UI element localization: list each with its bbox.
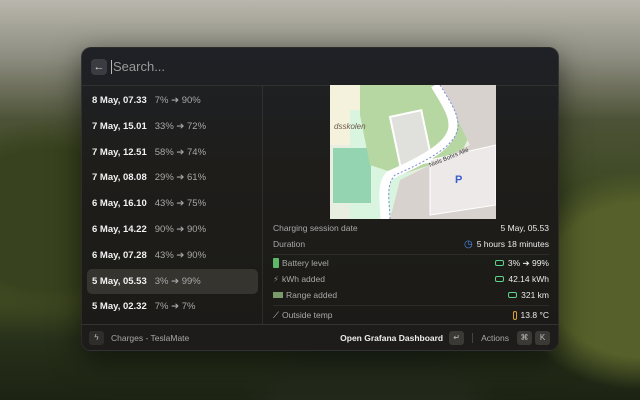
divider bbox=[472, 332, 474, 343]
open-grafana-button[interactable]: Open Grafana Dashboard bbox=[340, 332, 444, 343]
value: 321 km bbox=[521, 290, 549, 300]
value: 3% ➔ 99% bbox=[507, 257, 549, 268]
charge-list-item[interactable]: 6 May, 14.22 90% ➔ 90% bbox=[87, 217, 258, 242]
actions-button[interactable]: Actions bbox=[481, 332, 509, 343]
charge-list-item[interactable]: 7 May, 15.01 33% ➔ 72% bbox=[87, 114, 258, 139]
lightning-icon: ϟ bbox=[89, 330, 104, 345]
charges-list: 8 May, 07.33 7% ➔ 90% 7 May, 15.01 33% ➔ 72… bbox=[82, 86, 263, 324]
battery-icon bbox=[508, 292, 518, 298]
charge-list-item[interactable]: 8 May, 07.33 7% ➔ 90% bbox=[87, 88, 258, 113]
charge-range: 7% ➔ 7% bbox=[154, 301, 196, 313]
label: kWh added bbox=[281, 274, 325, 284]
battery-row: Battery level 3% ➔ 99% bbox=[273, 255, 549, 271]
parking-icon: P bbox=[455, 174, 462, 186]
charge-detail: dsskolen Niels Bohrs Allé P Charging ses… bbox=[264, 85, 558, 324]
charge-range: 43% ➔ 90% bbox=[154, 249, 207, 261]
battery-icon bbox=[494, 260, 504, 266]
label: Battery level bbox=[282, 258, 329, 268]
plug-icon: ⚡︎ bbox=[273, 273, 279, 284]
range-row: Range added 321 km bbox=[273, 287, 549, 303]
label: Outside temp bbox=[281, 310, 333, 320]
value: 5 hours 18 minutes bbox=[476, 239, 549, 249]
charge-list-item[interactable]: 5 May, 05.53 3% ➔ 99% bbox=[87, 268, 258, 294]
arrow-left-icon: ← bbox=[93, 60, 105, 73]
temp-row: ⟋ Outside temp 13.8 °C bbox=[273, 307, 549, 323]
back-button[interactable]: ← bbox=[91, 58, 107, 75]
action-bar: ϟ Charges - TeslaMate Open Grafana Dashb… bbox=[82, 324, 558, 350]
label: Range added bbox=[286, 290, 338, 300]
label: Duration bbox=[273, 239, 306, 249]
charge-date: 6 May, 14.22 bbox=[92, 224, 147, 235]
divider bbox=[273, 254, 549, 255]
charge-range: 29% ➔ 61% bbox=[154, 172, 207, 184]
text-caret bbox=[111, 59, 112, 74]
charge-date: 5 May, 02.32 bbox=[92, 301, 147, 313]
thermometer-icon bbox=[512, 310, 517, 320]
charge-date: 8 May, 07.33 bbox=[92, 95, 147, 106]
charge-list-item[interactable]: 6 May, 16.10 43% ➔ 75% bbox=[87, 191, 258, 216]
label: Charging session date bbox=[273, 223, 358, 233]
charge-range: 7% ➔ 90% bbox=[154, 95, 201, 106]
value: 5 May, 05.53 bbox=[500, 223, 549, 233]
charge-date: 7 May, 12.51 bbox=[92, 146, 147, 158]
charge-date: 5 May, 05.53 bbox=[92, 275, 147, 287]
map-label: dsskolen bbox=[334, 122, 366, 131]
charge-date: 7 May, 08.08 bbox=[92, 172, 147, 184]
extension-title: Charges - TeslaMate bbox=[111, 332, 190, 343]
charge-date: 6 May, 16.10 bbox=[92, 198, 147, 210]
charge-list-item[interactable]: 6 May, 07.28 43% ➔ 90% bbox=[87, 243, 258, 268]
search-input[interactable] bbox=[113, 59, 413, 74]
charge-date: 7 May, 15.01 bbox=[92, 120, 147, 132]
divider bbox=[273, 305, 549, 306]
clock-icon: ◷ bbox=[463, 238, 473, 250]
value: 13.8 °C bbox=[520, 310, 549, 320]
search-bar: ← bbox=[82, 48, 558, 86]
charge-list-item[interactable]: 7 May, 08.08 29% ➔ 61% bbox=[87, 165, 258, 190]
kwh-row: ⚡︎ kWh added 42.14 kWh bbox=[273, 271, 549, 287]
battery-icon bbox=[495, 276, 505, 282]
road-icon bbox=[273, 292, 283, 298]
flashlight-icon: ⟋ bbox=[273, 309, 279, 320]
charge-date: 6 May, 07.28 bbox=[92, 249, 147, 261]
charge-list-item[interactable]: 7 May, 12.51 58% ➔ 74% bbox=[87, 140, 258, 165]
charge-range: 90% ➔ 90% bbox=[154, 224, 207, 235]
charge-range: 58% ➔ 74% bbox=[154, 146, 207, 158]
charge-range: 33% ➔ 72% bbox=[154, 120, 207, 132]
charge-range: 3% ➔ 99% bbox=[154, 275, 201, 287]
launcher-window: ← 8 May, 07.33 7% ➔ 90% 7 May, 15.01 33% ➔ … bbox=[81, 47, 559, 351]
session-date-row: Charging session date 5 May, 05.53 bbox=[273, 220, 549, 236]
enter-key-icon: ↵ bbox=[449, 330, 465, 345]
battery-icon bbox=[273, 258, 279, 268]
charge-list-item[interactable]: 5 May, 02.32 7% ➔ 7% bbox=[87, 294, 258, 319]
duration-row: Duration ◷ 5 hours 18 minutes bbox=[273, 236, 549, 252]
location-map: dsskolen Niels Bohrs Allé P bbox=[330, 85, 496, 219]
k-key-icon: K bbox=[535, 330, 550, 345]
value: 42.14 kWh bbox=[508, 274, 549, 284]
charge-range: 43% ➔ 75% bbox=[154, 198, 207, 210]
command-key-icon: ⌘ bbox=[517, 330, 532, 345]
